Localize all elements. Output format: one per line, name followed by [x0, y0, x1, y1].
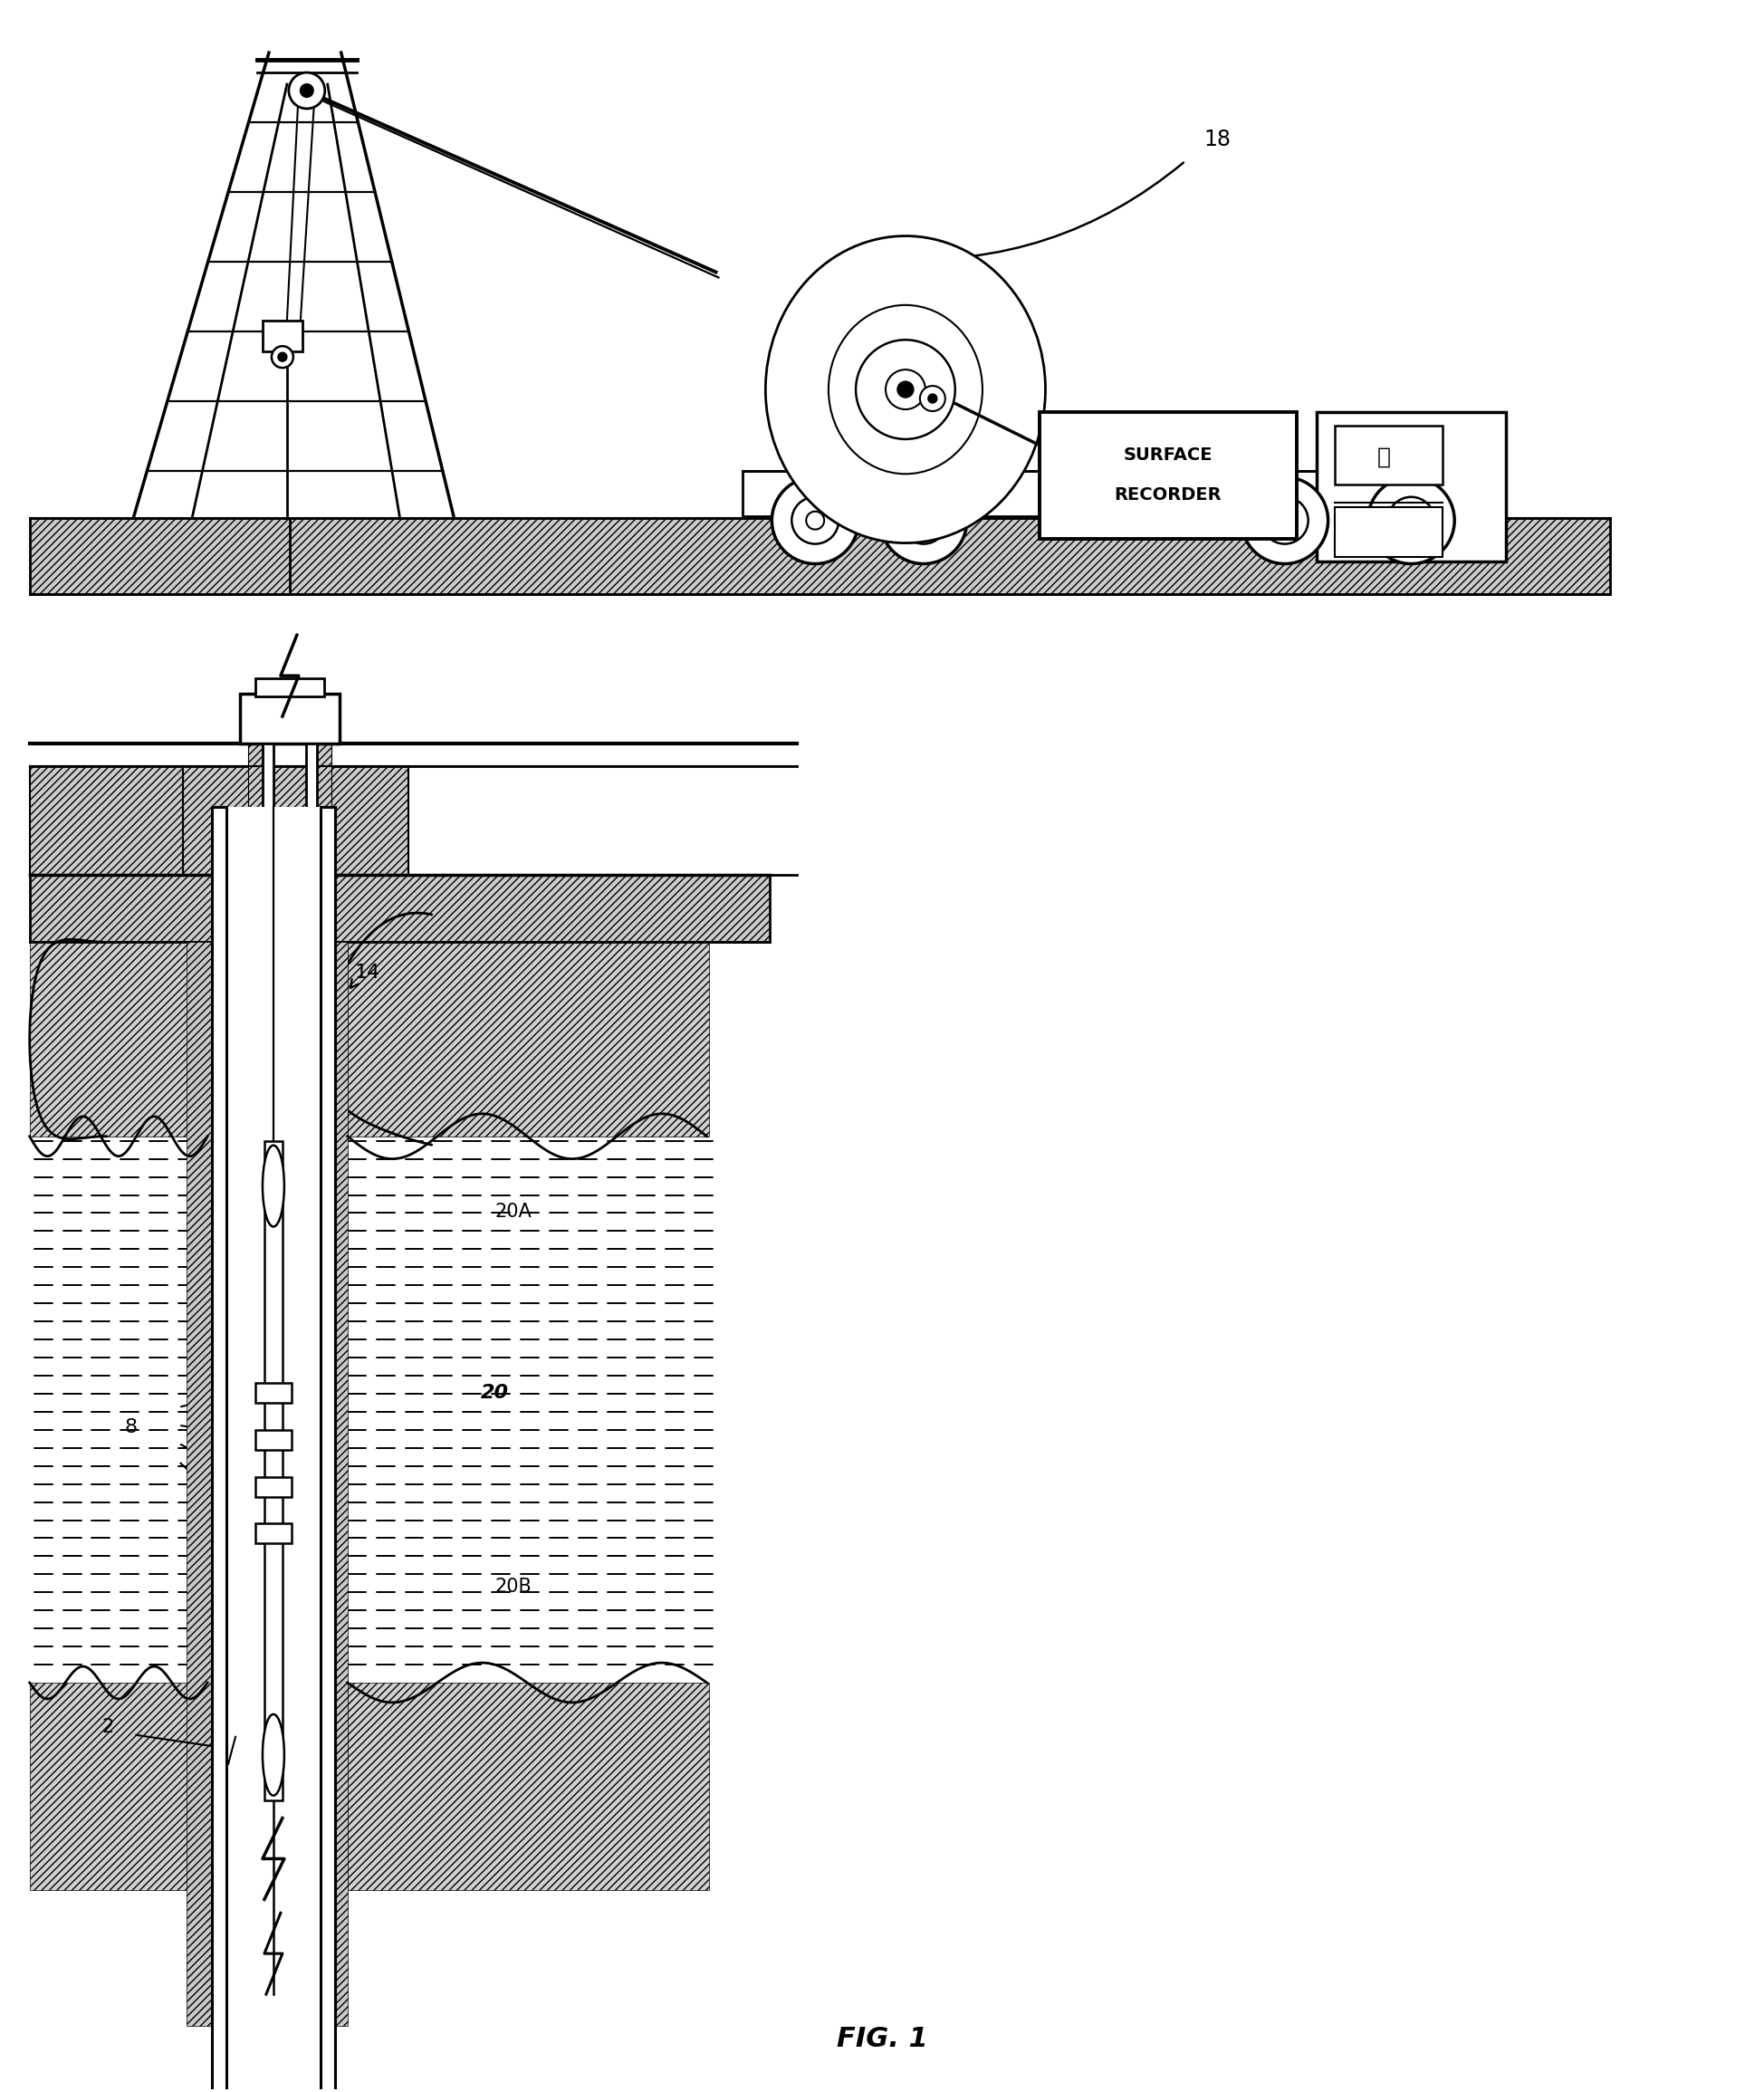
Bar — [256, 678, 325, 697]
Bar — [316, 743, 332, 925]
Bar — [30, 874, 769, 941]
Bar — [30, 517, 1609, 594]
Text: 12: 12 — [289, 1153, 328, 1176]
Circle shape — [1240, 477, 1327, 563]
Bar — [265, 1140, 282, 1799]
Bar — [256, 1477, 291, 1496]
Circle shape — [1387, 498, 1434, 544]
Bar — [321, 808, 335, 2092]
Bar — [1334, 506, 1441, 556]
Bar — [263, 743, 273, 925]
Bar — [348, 941, 709, 1136]
Circle shape — [900, 498, 947, 544]
Text: SURFACE: SURFACE — [1122, 448, 1212, 464]
Bar — [30, 766, 183, 874]
Circle shape — [300, 84, 312, 96]
Bar — [256, 1383, 291, 1404]
Circle shape — [1275, 510, 1293, 529]
Text: 18: 18 — [1203, 128, 1230, 151]
Bar — [249, 743, 263, 925]
Circle shape — [792, 498, 838, 544]
Bar — [743, 471, 1357, 517]
Bar — [240, 695, 339, 743]
Bar — [348, 1682, 709, 1891]
Bar — [233, 812, 314, 828]
Bar — [215, 824, 332, 874]
Text: 8: 8 — [123, 1418, 138, 1435]
Circle shape — [1367, 477, 1454, 563]
Circle shape — [277, 351, 288, 362]
Text: 14: 14 — [349, 964, 379, 987]
Bar — [226, 808, 321, 2092]
Text: 🌾: 🌾 — [1376, 446, 1390, 469]
Circle shape — [896, 381, 914, 397]
Text: 20: 20 — [482, 1383, 508, 1402]
Text: FIG. 1: FIG. 1 — [836, 2027, 928, 2052]
Text: 2: 2 — [102, 1718, 115, 1736]
Text: RECORDER: RECORDER — [1113, 487, 1221, 504]
Bar — [256, 1523, 291, 1544]
Bar — [1316, 412, 1505, 561]
Ellipse shape — [827, 305, 983, 475]
Circle shape — [289, 73, 325, 109]
Bar — [263, 320, 302, 351]
Circle shape — [886, 370, 924, 410]
Text: 4: 4 — [226, 1705, 238, 1722]
Circle shape — [771, 477, 857, 563]
Bar — [1039, 412, 1297, 538]
Circle shape — [1401, 510, 1420, 529]
Bar — [335, 941, 348, 2025]
Text: 20A: 20A — [494, 1203, 531, 1222]
Circle shape — [1261, 498, 1307, 544]
Circle shape — [880, 477, 967, 563]
Ellipse shape — [766, 236, 1044, 544]
Ellipse shape — [263, 1713, 284, 1795]
Bar — [212, 808, 226, 2092]
Bar — [187, 941, 212, 2025]
Bar — [183, 766, 409, 874]
Bar — [305, 743, 316, 925]
Text: 20B: 20B — [494, 1577, 531, 1596]
Circle shape — [856, 339, 954, 439]
Circle shape — [272, 345, 293, 368]
Circle shape — [928, 393, 937, 404]
Text: 10: 10 — [288, 1284, 339, 1303]
Circle shape — [806, 510, 824, 529]
Circle shape — [919, 385, 946, 412]
Bar — [30, 941, 212, 1136]
Ellipse shape — [263, 1144, 284, 1226]
Bar — [1334, 425, 1441, 485]
Bar — [256, 1429, 291, 1450]
Bar — [30, 1682, 212, 1891]
Circle shape — [914, 510, 931, 529]
